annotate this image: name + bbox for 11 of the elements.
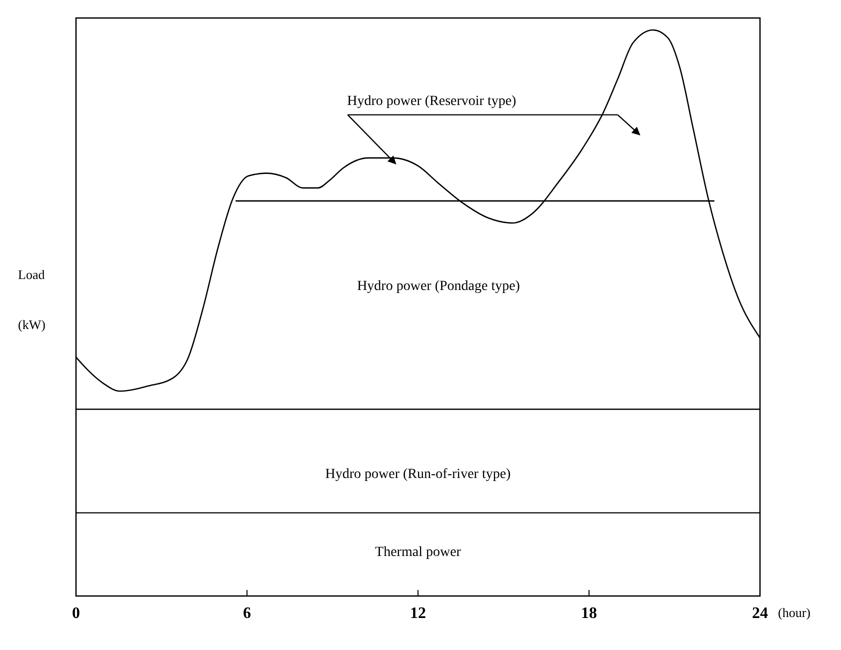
x-tick-label: 24	[752, 605, 768, 622]
annotation: Hydro power (Reservoir type)	[347, 94, 517, 110]
annotation: Thermal power	[375, 544, 462, 560]
x-tick-label: 6	[243, 605, 251, 622]
x-tick-label: 12	[410, 605, 426, 622]
text: Load (kW)	[18, 267, 46, 332]
x-axis-title: (hour)	[778, 605, 810, 620]
x-tick-label: 18	[581, 605, 597, 622]
annotation: Hydro power (Run-of-river type)	[325, 466, 512, 482]
x-tick-label: 0	[72, 605, 80, 622]
annotation: Hydro power (Pondage type)	[357, 278, 520, 294]
